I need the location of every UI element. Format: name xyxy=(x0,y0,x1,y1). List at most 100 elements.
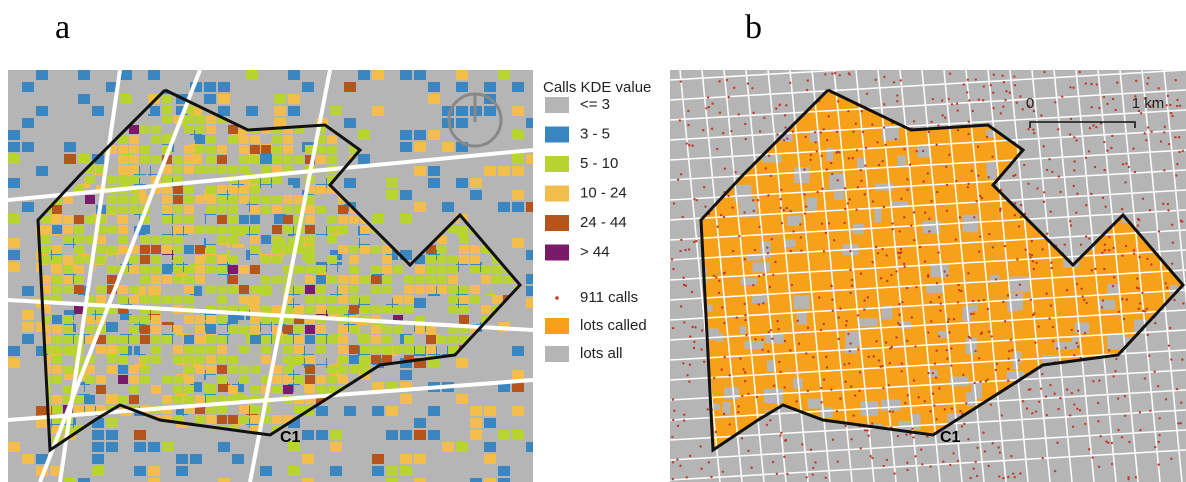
call-dot xyxy=(804,135,807,139)
call-dot xyxy=(946,320,950,324)
call-dot xyxy=(752,111,755,115)
call-dot xyxy=(830,161,833,165)
block xyxy=(134,478,146,482)
block xyxy=(272,385,282,394)
block xyxy=(274,430,286,440)
block xyxy=(52,205,62,214)
block xyxy=(74,405,84,414)
call-dot xyxy=(1019,95,1022,98)
call-dot xyxy=(710,127,714,130)
block xyxy=(305,345,315,354)
call-dot xyxy=(910,224,913,227)
block xyxy=(414,190,426,200)
block xyxy=(484,370,496,380)
block xyxy=(360,325,370,334)
call-dot xyxy=(906,468,909,472)
block xyxy=(190,382,202,392)
call-dot xyxy=(888,362,891,365)
call-dot xyxy=(1087,448,1091,451)
block xyxy=(294,245,304,254)
call-dot xyxy=(744,318,747,322)
call-dot xyxy=(722,215,726,219)
block xyxy=(386,190,398,200)
call-dot xyxy=(948,153,951,157)
block xyxy=(107,145,117,154)
call-dot xyxy=(992,91,995,95)
block xyxy=(184,265,194,274)
call-dot xyxy=(778,103,781,107)
block xyxy=(218,454,230,464)
call-dot xyxy=(739,357,742,360)
call-dot xyxy=(750,466,753,469)
call-dot xyxy=(693,240,696,244)
block xyxy=(250,255,260,264)
map-b: C1 0 1 km xyxy=(670,70,1186,482)
lot xyxy=(760,241,771,258)
call-dot xyxy=(971,109,974,113)
block xyxy=(140,155,150,164)
block xyxy=(316,295,326,304)
block xyxy=(74,215,84,224)
block xyxy=(162,335,172,344)
call-dot xyxy=(721,131,725,135)
block xyxy=(63,385,73,394)
block xyxy=(330,430,342,440)
call-dot xyxy=(1050,261,1053,264)
block xyxy=(372,166,384,176)
call-dot xyxy=(987,330,991,333)
call-dot xyxy=(830,388,833,391)
block xyxy=(64,70,76,80)
call-dot xyxy=(779,434,782,437)
block xyxy=(184,125,194,134)
block xyxy=(118,165,128,174)
block xyxy=(246,454,258,464)
block xyxy=(305,265,315,274)
call-dot xyxy=(722,412,726,416)
call-dot xyxy=(1092,380,1095,383)
block xyxy=(250,195,260,204)
call-dot xyxy=(783,114,787,117)
block xyxy=(327,215,337,224)
block xyxy=(63,225,73,234)
block xyxy=(36,154,48,164)
call-dot xyxy=(929,465,932,468)
block xyxy=(415,275,425,284)
block xyxy=(239,145,249,154)
block xyxy=(118,195,128,204)
block xyxy=(327,385,337,394)
lot xyxy=(938,331,949,339)
block xyxy=(217,255,227,264)
block xyxy=(498,190,510,200)
call-dot xyxy=(972,312,975,316)
call-dot xyxy=(884,341,888,344)
block xyxy=(294,335,304,344)
block xyxy=(85,205,95,214)
call-dot xyxy=(706,96,710,99)
block xyxy=(173,205,183,214)
block xyxy=(302,442,314,452)
block xyxy=(190,370,202,380)
block xyxy=(481,305,491,314)
call-dot xyxy=(877,359,881,362)
call-dot xyxy=(858,389,861,392)
lot xyxy=(1107,333,1125,350)
block xyxy=(36,322,48,332)
call-dot xyxy=(879,277,883,280)
block xyxy=(74,305,84,314)
call-dot xyxy=(999,207,1002,210)
block xyxy=(239,155,249,164)
block xyxy=(74,255,84,264)
lot xyxy=(881,305,893,320)
call-dot xyxy=(702,360,706,364)
block xyxy=(283,375,293,384)
call-dot xyxy=(1090,82,1093,86)
region-label: C1 xyxy=(280,429,301,446)
call-dot xyxy=(765,423,769,427)
call-dot xyxy=(751,199,755,202)
block xyxy=(50,118,62,128)
block xyxy=(302,478,314,482)
block xyxy=(327,145,337,154)
call-dot xyxy=(1137,109,1141,113)
call-dot xyxy=(779,206,782,210)
block xyxy=(107,225,117,234)
